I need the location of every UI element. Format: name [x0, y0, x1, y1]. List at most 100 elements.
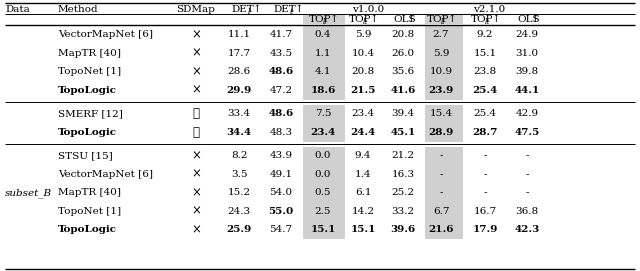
Text: 2.7: 2.7 [433, 30, 449, 39]
Text: 44.1: 44.1 [515, 86, 540, 95]
Bar [425, 14, 463, 24]
Text: l: l [248, 8, 250, 15]
Bar [425, 81, 463, 99]
Text: 33.2: 33.2 [392, 207, 415, 216]
Bar [303, 81, 345, 99]
Text: 26.0: 26.0 [392, 49, 415, 58]
Text: SDMap: SDMap [177, 5, 216, 14]
Text: ll: ll [323, 18, 328, 26]
Text: 29.9: 29.9 [227, 86, 252, 95]
Bar [425, 183, 463, 202]
Text: TopoNet [1]: TopoNet [1] [58, 67, 121, 76]
Text: ✓: ✓ [193, 126, 200, 139]
Text: 15.4: 15.4 [429, 109, 452, 118]
Text: Method: Method [58, 5, 99, 14]
Text: ×: × [191, 186, 201, 199]
Text: 20.8: 20.8 [351, 67, 374, 76]
Text: 25.4: 25.4 [474, 109, 497, 118]
Text: TopoLogic: TopoLogic [58, 128, 117, 137]
Text: 31.0: 31.0 [515, 49, 539, 58]
Text: ×: × [191, 223, 201, 236]
Text: ↑: ↑ [407, 15, 416, 24]
Bar [303, 202, 345, 221]
Text: ×: × [191, 47, 201, 60]
Text: 23.4: 23.4 [310, 128, 335, 137]
Bar [303, 105, 345, 123]
Text: ✓: ✓ [193, 107, 200, 120]
Text: -: - [525, 188, 529, 197]
Text: 0.4: 0.4 [315, 30, 332, 39]
Text: 48.6: 48.6 [268, 67, 294, 76]
Text: TOP: TOP [471, 15, 493, 24]
Text: 48.3: 48.3 [269, 128, 292, 137]
Text: 23.8: 23.8 [474, 67, 497, 76]
Text: 25.4: 25.4 [472, 86, 498, 95]
Text: 10.4: 10.4 [351, 49, 374, 58]
Text: MapTR [40]: MapTR [40] [58, 49, 121, 58]
Text: -: - [525, 151, 529, 160]
Text: 15.1: 15.1 [350, 225, 376, 234]
Text: TopoLogic: TopoLogic [58, 225, 117, 234]
Text: 5.9: 5.9 [355, 30, 371, 39]
Text: 28.7: 28.7 [472, 128, 498, 137]
Text: 17.9: 17.9 [472, 225, 498, 234]
Bar [303, 183, 345, 202]
Text: 45.1: 45.1 [390, 128, 415, 137]
Text: 14.2: 14.2 [351, 207, 374, 216]
Text: 28.9: 28.9 [428, 128, 454, 137]
Text: 0.0: 0.0 [315, 170, 332, 179]
Text: ↑: ↑ [492, 15, 500, 24]
Text: 20.8: 20.8 [392, 30, 415, 39]
Text: OLS: OLS [517, 15, 540, 24]
Bar [425, 147, 463, 165]
Text: lt: lt [363, 18, 368, 26]
Text: 1.1: 1.1 [315, 49, 332, 58]
Text: TOP: TOP [349, 15, 371, 24]
Bar [303, 14, 345, 24]
Bar [425, 25, 463, 44]
Text: 25.2: 25.2 [392, 188, 415, 197]
Text: 7.5: 7.5 [315, 109, 332, 118]
Text: v2.1.0: v2.1.0 [473, 5, 506, 14]
Bar [303, 63, 345, 81]
Text: VectorMapNet [6]: VectorMapNet [6] [58, 170, 153, 179]
Text: ↑: ↑ [253, 5, 262, 14]
Text: 41.7: 41.7 [269, 30, 292, 39]
Text: 21.2: 21.2 [392, 151, 415, 160]
Bar [425, 105, 463, 123]
Text: ↑: ↑ [330, 15, 339, 24]
Text: t: t [290, 8, 293, 15]
Text: 35.6: 35.6 [392, 67, 415, 76]
Text: 36.8: 36.8 [515, 207, 539, 216]
Text: TopoLogic: TopoLogic [58, 86, 117, 95]
Bar [303, 25, 345, 44]
Bar [303, 123, 345, 141]
Text: 0.5: 0.5 [315, 188, 332, 197]
Text: 24.4: 24.4 [350, 128, 376, 137]
Text: ×: × [191, 168, 201, 181]
Text: 23.4: 23.4 [351, 109, 374, 118]
Text: -: - [439, 151, 443, 160]
Bar [425, 221, 463, 239]
Text: 8.2: 8.2 [231, 151, 247, 160]
Text: ×: × [191, 84, 201, 97]
Text: DET: DET [273, 5, 296, 14]
Text: -: - [525, 170, 529, 179]
Text: 25.9: 25.9 [227, 225, 252, 234]
Text: ×: × [191, 149, 201, 162]
Text: 15.1: 15.1 [474, 49, 497, 58]
Text: 17.7: 17.7 [227, 49, 251, 58]
Text: 16.7: 16.7 [474, 207, 497, 216]
Text: 33.4: 33.4 [227, 109, 251, 118]
Text: -: - [483, 170, 487, 179]
Bar [425, 123, 463, 141]
Text: OLS: OLS [393, 15, 415, 24]
Text: 1.4: 1.4 [355, 170, 371, 179]
Text: 39.6: 39.6 [390, 225, 415, 234]
Text: ↑: ↑ [531, 15, 540, 24]
Text: DET: DET [231, 5, 253, 14]
Text: 43.5: 43.5 [269, 49, 292, 58]
Text: 6.7: 6.7 [433, 207, 449, 216]
Text: 41.6: 41.6 [390, 86, 416, 95]
Text: 24.3: 24.3 [227, 207, 251, 216]
